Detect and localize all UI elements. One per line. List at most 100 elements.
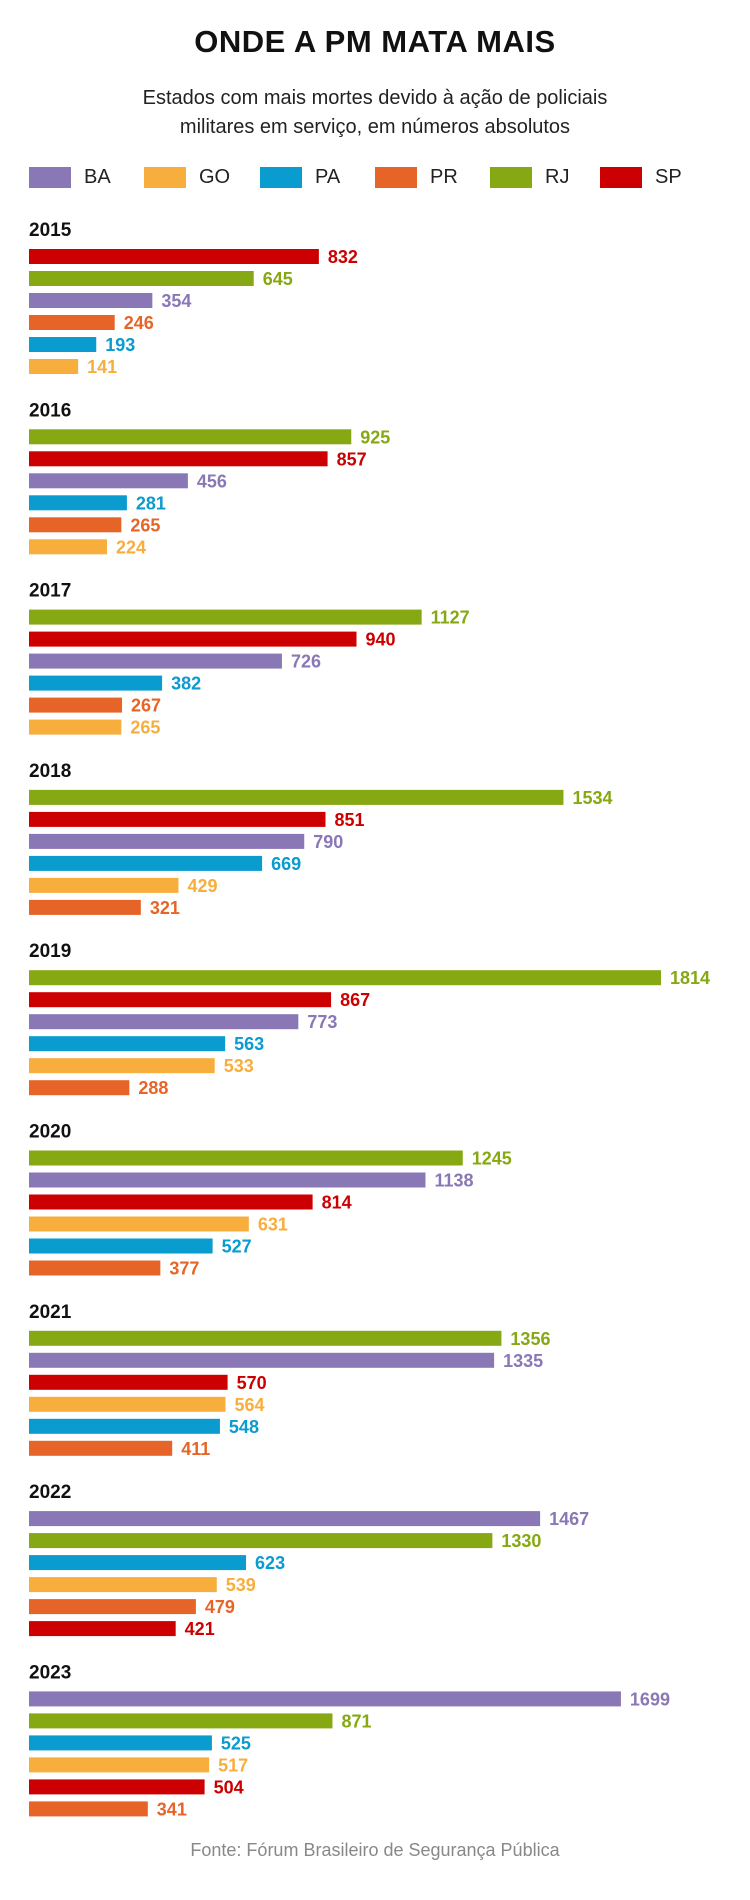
bar-2016-rj — [29, 429, 352, 445]
value-label-2023-sp: 504 — [214, 1777, 244, 1797]
bar-2022-go — [29, 1577, 217, 1593]
value-label-2019-go: 533 — [224, 1056, 254, 1076]
bar-2019-go — [29, 1058, 215, 1074]
value-label-2016-sp: 857 — [337, 449, 367, 469]
value-label-2015-pr: 246 — [124, 313, 154, 333]
bar-2019-sp — [29, 992, 332, 1008]
bar-2018-go — [29, 877, 179, 893]
bar-2017-ba — [29, 653, 282, 669]
value-label-2019-ba: 773 — [307, 1012, 337, 1032]
value-label-2020-rj: 1245 — [472, 1149, 512, 1169]
legend-label-go: GO — [199, 166, 231, 188]
value-label-2018-ba: 790 — [313, 832, 343, 852]
bar-2021-ba — [29, 1352, 495, 1368]
bar-2021-pr — [29, 1440, 173, 1456]
bar-2017-pr — [29, 697, 123, 713]
subtitle-line-1: Estados com mais mortes devido à ação de… — [142, 87, 608, 109]
value-label-2019-pa: 563 — [234, 1034, 264, 1054]
bar-2020-pr — [29, 1260, 161, 1276]
value-label-2022-pa: 623 — [255, 1553, 285, 1573]
value-label-2015-go: 141 — [87, 357, 117, 377]
bar-2021-go — [29, 1396, 226, 1412]
value-label-2020-ba: 1138 — [434, 1171, 473, 1191]
legend-swatch-pr — [375, 167, 417, 188]
value-label-2019-sp: 867 — [340, 990, 370, 1010]
bar-2018-pa — [29, 855, 263, 871]
bar-2022-rj — [29, 1533, 493, 1549]
value-label-2023-ba: 1699 — [630, 1689, 670, 1709]
value-label-2022-ba: 1467 — [549, 1509, 589, 1529]
bar-2023-pr — [29, 1801, 148, 1817]
legend-label-ba: BA — [84, 166, 111, 188]
value-label-2021-pr: 411 — [181, 1439, 210, 1459]
value-label-2019-rj: 1814 — [670, 968, 710, 988]
year-label-2019: 2019 — [29, 941, 71, 962]
year-label-2021: 2021 — [29, 1302, 72, 1323]
year-label-2020: 2020 — [29, 1122, 71, 1143]
year-label-2015: 2015 — [29, 220, 72, 241]
value-label-2017-ba: 726 — [291, 652, 321, 672]
value-label-2017-go: 265 — [130, 718, 160, 738]
bar-2017-go — [29, 719, 122, 735]
value-label-2016-pr: 265 — [130, 515, 160, 535]
value-label-2018-pa: 669 — [271, 854, 301, 874]
bar-2022-pr — [29, 1599, 196, 1615]
bar-2015-go — [29, 359, 79, 374]
legend-swatch-ba — [29, 167, 71, 188]
bar-2015-pa — [29, 337, 97, 352]
legend-label-rj: RJ — [545, 166, 570, 188]
bar-2023-rj — [29, 1713, 333, 1729]
bar-2019-rj — [29, 970, 661, 986]
bar-2019-pr — [29, 1080, 130, 1096]
value-label-2021-pa: 548 — [229, 1417, 259, 1437]
bar-2015-pr — [29, 315, 115, 330]
bar-2015-rj — [29, 271, 254, 286]
value-label-2022-rj: 1330 — [501, 1531, 541, 1551]
bar-2020-ba — [29, 1172, 426, 1188]
bar-2017-rj — [29, 609, 422, 625]
bar-2020-sp — [29, 1194, 313, 1210]
value-label-2018-go: 429 — [187, 876, 217, 896]
value-label-2018-rj: 1534 — [572, 788, 612, 808]
bar-2018-sp — [29, 811, 326, 827]
value-label-2016-pa: 281 — [136, 493, 166, 513]
bar-2023-ba — [29, 1691, 621, 1707]
bar-2015-ba — [29, 293, 153, 308]
bar-2020-go — [29, 1216, 249, 1232]
value-label-2023-go: 517 — [218, 1755, 248, 1775]
value-label-2020-pr: 377 — [169, 1259, 199, 1279]
bar-2016-pa — [29, 495, 127, 511]
year-label-2016: 2016 — [29, 400, 71, 421]
bar-2018-ba — [29, 833, 305, 849]
bar-2023-sp — [29, 1779, 205, 1795]
bar-2016-pr — [29, 517, 122, 533]
legend-swatch-sp — [600, 167, 642, 188]
source-note: Fonte: Fórum Brasileiro de Segurança Púb… — [190, 1840, 560, 1860]
value-label-2023-rj: 871 — [341, 1711, 371, 1731]
year-label-2018: 2018 — [29, 761, 71, 782]
subtitle-line-2: militares em serviço, em números absolut… — [179, 116, 571, 138]
value-label-2020-pa: 527 — [222, 1237, 252, 1257]
legend-label-sp: SP — [655, 166, 682, 188]
value-label-2020-go: 631 — [258, 1215, 288, 1235]
chart-title: ONDE A PM MATA MAIS — [194, 24, 556, 59]
value-label-2015-ba: 354 — [161, 291, 191, 311]
bar-2017-sp — [29, 631, 357, 647]
bar-2021-pa — [29, 1418, 220, 1434]
value-label-2022-sp: 421 — [185, 1619, 215, 1639]
bar-2022-pa — [29, 1555, 247, 1571]
bar-2021-sp — [29, 1374, 228, 1390]
bar-2016-sp — [29, 451, 328, 467]
value-label-2022-go: 539 — [226, 1575, 256, 1595]
value-label-2015-pa: 193 — [105, 335, 135, 355]
bar-2020-pa — [29, 1238, 213, 1254]
value-label-2023-pa: 525 — [221, 1733, 251, 1753]
year-label-2017: 2017 — [29, 581, 71, 602]
